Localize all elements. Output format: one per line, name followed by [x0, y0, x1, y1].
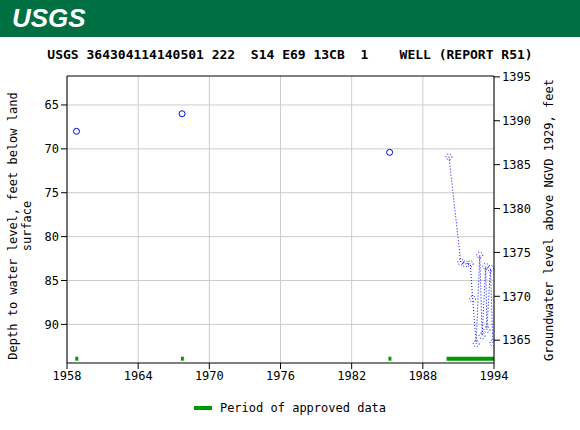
svg-text:Depth to water level, feet bel: Depth to water level, feet below land: [8, 92, 20, 359]
svg-text:1375: 1375: [502, 246, 531, 260]
svg-text:1958: 1958: [53, 369, 82, 383]
html-text:Period of approved data: Period of approved data: [219, 401, 387, 415]
svg-text:Groundwater level above NGVD 1: Groundwater level above NGVD 1929, feet: [542, 79, 556, 361]
svg-text:1988: 1988: [408, 369, 437, 383]
svg-text:1390: 1390: [502, 114, 531, 128]
svg-text:USGS 364304114140501 222 S14: USGS 364304114140501 222 S14 E69 13CB 1 …: [47, 47, 532, 62]
svg-text:1982: 1982: [337, 369, 366, 383]
svg-text:70: 70: [45, 142, 59, 156]
svg-text:65: 65: [45, 98, 59, 112]
svg-text:1395: 1395: [502, 70, 531, 84]
svg-text:1370: 1370: [502, 290, 531, 304]
svg-text:75: 75: [45, 186, 59, 200]
svg-text:1976: 1976: [266, 369, 295, 383]
svg-text:1994: 1994: [480, 369, 509, 383]
svg-text:1970: 1970: [195, 369, 224, 383]
svg-text:1380: 1380: [502, 202, 531, 216]
svg-text:1385: 1385: [502, 158, 531, 172]
svg-text:1964: 1964: [124, 369, 153, 383]
svg-text:90: 90: [45, 318, 59, 332]
svg-text:surface: surface: [20, 201, 34, 252]
svg-text:1365: 1365: [502, 333, 531, 347]
html-text:USGS: USGS: [12, 3, 86, 33]
svg-text:85: 85: [45, 274, 59, 288]
svg-text:80: 80: [45, 230, 59, 244]
